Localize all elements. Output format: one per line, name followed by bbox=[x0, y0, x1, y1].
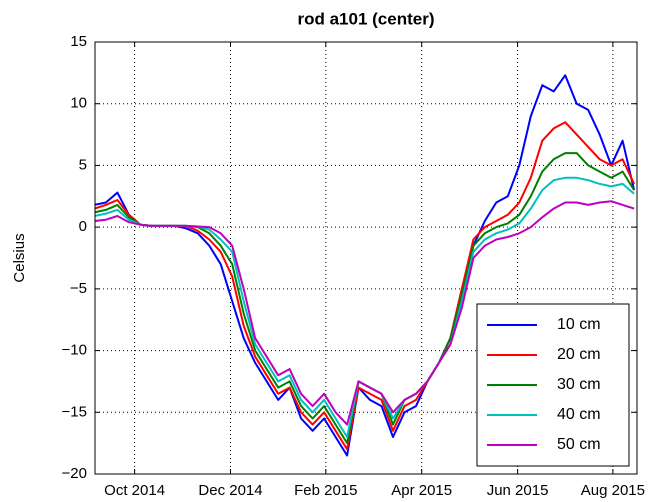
series-line bbox=[95, 200, 635, 426]
x-tick-label: Jun 2015 bbox=[487, 482, 549, 499]
plot-frame bbox=[94, 41, 638, 475]
y-tick-label: −15 bbox=[62, 403, 87, 420]
legend-label: 50 cm bbox=[557, 436, 601, 453]
legend-label: 10 cm bbox=[557, 316, 601, 333]
legend-label: 20 cm bbox=[557, 346, 601, 363]
x-tick-label: Apr 2015 bbox=[391, 482, 452, 499]
x-tick-label: Dec 2014 bbox=[198, 482, 262, 499]
legend-label: 30 cm bbox=[557, 376, 601, 393]
y-tick-label: −5 bbox=[70, 280, 87, 297]
y-tick-label: 15 bbox=[70, 33, 87, 50]
legend-label: 40 cm bbox=[557, 406, 601, 423]
y-tick-label: 5 bbox=[79, 156, 87, 173]
x-tick-label: Oct 2014 bbox=[104, 482, 165, 499]
series-line bbox=[95, 74, 636, 457]
y-axis-label: Celsius bbox=[11, 233, 28, 282]
x-tick-label: Feb 2015 bbox=[294, 482, 357, 499]
y-tick-label: 10 bbox=[70, 95, 87, 112]
y-tick-label: 0 bbox=[79, 218, 87, 235]
chart-title: rod a101 (center) bbox=[298, 9, 435, 28]
y-tick-label: −20 bbox=[62, 465, 87, 482]
y-tick-label: −10 bbox=[62, 342, 87, 359]
x-tick-label: Aug 2015 bbox=[581, 482, 645, 499]
